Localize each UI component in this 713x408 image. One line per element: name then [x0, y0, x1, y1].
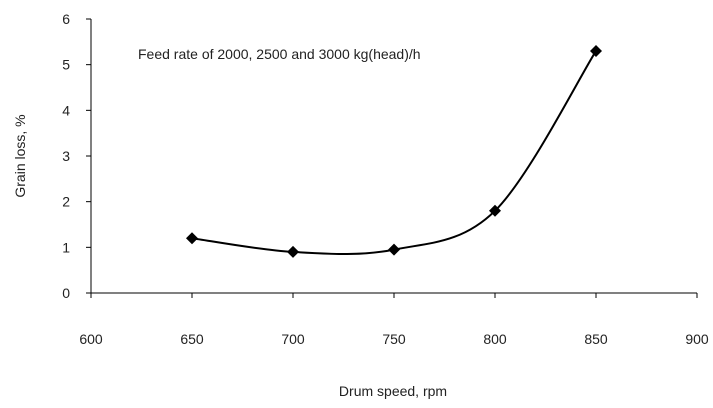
x-axis-title: Drum speed, rpm — [339, 383, 447, 399]
y-tick-label: 6 — [62, 11, 70, 27]
y-axis-title: Grain loss, % — [12, 114, 28, 197]
series-line — [191, 50, 597, 256]
x-axis: 600 650 700 750 800 850 900 — [79, 292, 709, 347]
series-group — [186, 44, 602, 258]
y-tick-label: 1 — [62, 239, 70, 255]
x-tick-label: 600 — [79, 331, 103, 347]
x-tick-label: 850 — [584, 331, 608, 347]
y-tick-label: 0 — [62, 285, 70, 301]
y-tick-label: 4 — [62, 102, 70, 118]
x-tick-label: 700 — [281, 331, 305, 347]
data-point-marker — [186, 232, 198, 245]
x-tick-label: 800 — [483, 331, 507, 347]
y-tick-label: 5 — [62, 57, 70, 73]
y-tick-label: 2 — [62, 194, 70, 210]
data-point-marker — [489, 204, 501, 217]
data-point-marker — [388, 243, 400, 256]
data-point-marker — [287, 245, 299, 258]
y-axis: 0 1 2 3 4 5 6 — [62, 11, 92, 301]
chart-annotation: Feed rate of 2000, 2500 and 3000 kg(head… — [138, 46, 421, 62]
x-tick-label: 750 — [382, 331, 406, 347]
x-tick-label: 650 — [180, 331, 204, 347]
y-tick-label: 3 — [62, 148, 70, 164]
x-tick-label: 900 — [685, 331, 709, 347]
data-point-marker — [590, 44, 602, 57]
